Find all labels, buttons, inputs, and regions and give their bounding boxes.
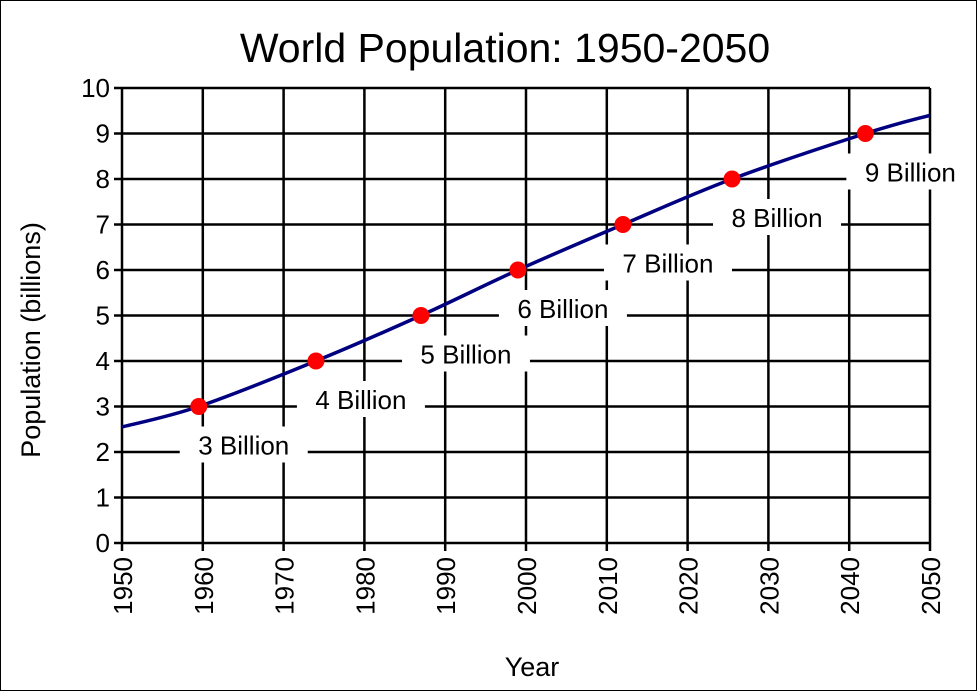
x-tick-label: 2050 — [916, 557, 946, 615]
milestone-label-bg — [713, 199, 842, 235]
x-axis-label: Year — [505, 652, 560, 682]
x-tick-label: 1970 — [270, 557, 300, 615]
y-tick-label: 8 — [96, 164, 110, 194]
y-tick-label: 2 — [96, 437, 110, 467]
x-tick-label: 2020 — [674, 557, 704, 615]
milestone-label: 4 Billion — [315, 385, 406, 415]
x-tick-label: 1990 — [431, 557, 461, 615]
milestone-label-bg — [401, 335, 530, 372]
milestone-point — [190, 398, 208, 415]
milestone-point — [614, 216, 632, 233]
milestone-label: 3 Billion — [198, 431, 289, 461]
y-tick-label: 0 — [96, 528, 110, 558]
x-tick-label: 2030 — [754, 557, 784, 615]
y-tick-label: 5 — [96, 301, 110, 331]
milestone-point — [307, 352, 325, 370]
x-tick-label: 1950 — [108, 557, 138, 615]
milestone-label: 9 Billion — [865, 158, 956, 188]
y-tick-label: 6 — [96, 255, 110, 285]
milestone-label-bg — [179, 426, 308, 463]
milestone-label: 7 Billion — [622, 249, 713, 279]
y-tick-label: 4 — [96, 346, 110, 376]
milestone-point — [723, 170, 741, 188]
x-tick-label: 1980 — [350, 557, 380, 615]
milestone-label-bg — [846, 153, 975, 190]
y-axis-label: Population (billions) — [16, 222, 46, 458]
milestone-point — [856, 125, 874, 142]
milestone-label: 6 Billion — [517, 294, 608, 324]
milestone-label: 5 Billion — [420, 340, 511, 370]
milestone-label-bg — [296, 381, 425, 417]
y-tick-label: 7 — [96, 210, 110, 240]
milestone-label-bg — [498, 290, 627, 326]
x-tick-label: 2040 — [835, 557, 865, 615]
x-tick-label: 2010 — [593, 557, 623, 615]
y-tick-label: 1 — [96, 483, 110, 513]
milestone-point — [509, 261, 527, 279]
chart-title: World Population: 1950-2050 — [240, 25, 770, 71]
milestone-point — [412, 307, 430, 324]
x-tick-label: 2000 — [512, 557, 542, 615]
x-tick-label: 1960 — [189, 557, 219, 615]
y-tick-label: 10 — [81, 73, 110, 103]
y-tick-label: 9 — [96, 119, 110, 149]
milestone-label: 8 Billion — [732, 203, 823, 233]
milestone-label-bg — [603, 244, 732, 281]
y-tick-label: 3 — [96, 392, 110, 422]
